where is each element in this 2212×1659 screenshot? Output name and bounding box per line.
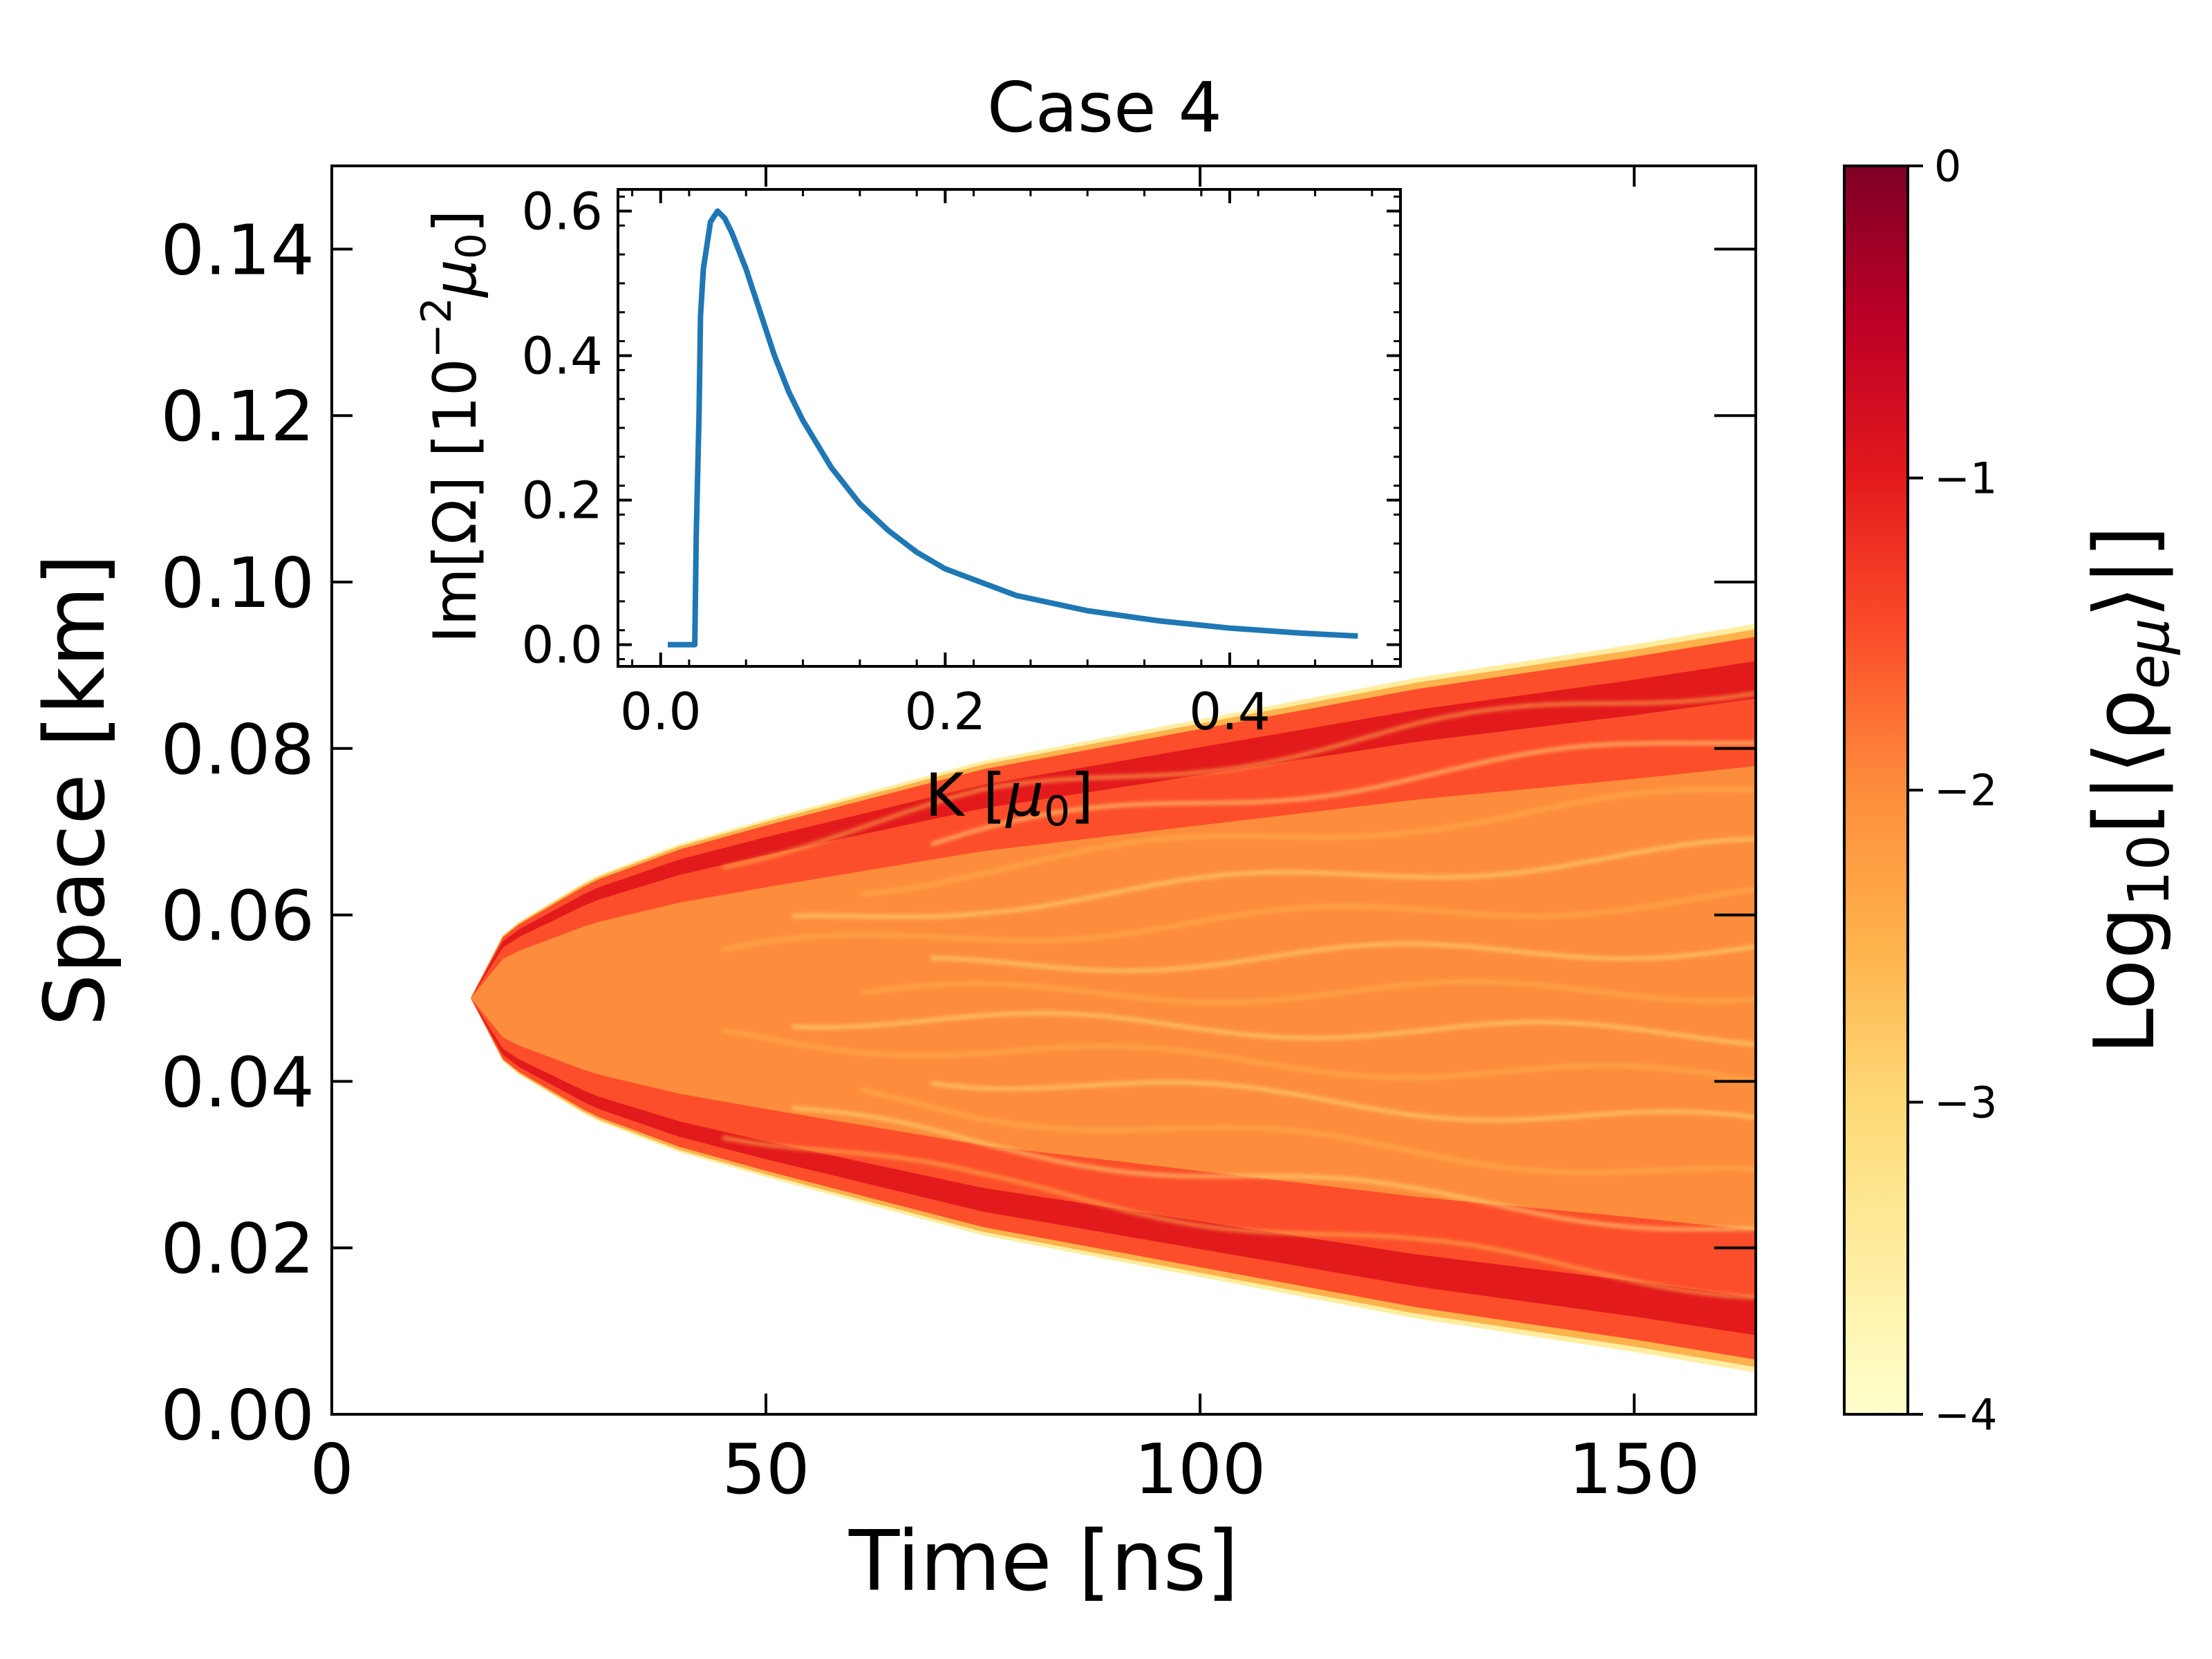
heatmap-streak <box>722 691 1756 870</box>
main-plot-frame <box>330 165 1757 1416</box>
heatmap-streak <box>722 887 1756 952</box>
heatmap-streak <box>722 1028 1756 1083</box>
colorbar-ticks: 0 −1 −2 −3 −4 <box>1908 141 1997 1440</box>
heatmap-core-band <box>471 766 1756 1230</box>
inset-axis-ticks: 0.0 0.2 0.4 0.0 0.2 0.4 0.6 <box>521 182 1400 742</box>
chart-title: Case 4 <box>987 67 1222 148</box>
inset-y-tick-label: 0.4 <box>521 326 603 386</box>
inset-x-tick-label: 0.2 <box>905 682 986 742</box>
colorbar: 0 −1 −2 −3 −4 Log10[|⟨ρeμ⟩|] <box>1843 141 2182 1440</box>
colorbar-label: Log10[|⟨ρeμ⟩|] <box>2077 525 2182 1055</box>
inset-y-tick-label: 0.2 <box>521 471 603 531</box>
colorbar-tick-label: 0 <box>1934 141 1961 191</box>
colorbar-tick-label: −3 <box>1934 1078 1997 1128</box>
inset-y-tick-label: 0.6 <box>521 182 603 241</box>
heatmap-streak <box>791 1011 1756 1047</box>
heatmap-streak <box>861 980 1756 1004</box>
inset-x-tick-label: 0.4 <box>1189 682 1271 742</box>
heatmap-region <box>471 624 1756 1373</box>
colorbar-tick-label: −1 <box>1934 453 1997 504</box>
inset-x-axis-label: K [μ0] <box>925 761 1094 836</box>
heatmap-streaks <box>722 691 1756 1300</box>
x-axis-label: Time [ns] <box>848 1514 1239 1610</box>
y-tick-label: 0.06 <box>160 876 315 957</box>
y-tick-label: 0.08 <box>160 709 315 790</box>
y-tick-label: 0.14 <box>160 209 315 290</box>
x-tick-label: 100 <box>1134 1429 1266 1510</box>
inset-plot: 0.0 0.2 0.4 0.0 0.2 0.4 0.6 K [μ0] Im[Ω] [10−2… <box>413 182 1402 836</box>
y-tick-label: 0.12 <box>160 376 315 457</box>
inset-y-axis-label: Im[Ω] [10−2μ0] <box>413 209 496 643</box>
main-plot: Case 4 0 50 100 150 0.00 0.02 0.04 0.06 0.08 0.10… <box>28 67 1757 1610</box>
x-tick-label: 150 <box>1568 1429 1700 1510</box>
x-tick-label: 0 <box>310 1429 354 1510</box>
main-axis-ticks: 0 50 100 150 0.00 0.02 0.04 0.06 0.08 0.10 0.12 0.1… <box>160 166 1756 1510</box>
heatmap-streak <box>861 787 1756 896</box>
y-tick-label: 0.02 <box>160 1208 315 1289</box>
y-axis-label: Space [km] <box>28 554 124 1027</box>
heatmap-streak <box>930 1080 1756 1122</box>
inset-y-tick-label: 0.0 <box>521 616 603 675</box>
y-tick-label: 0.10 <box>160 543 315 624</box>
inset-series-line <box>668 208 1358 648</box>
heatmap-streak <box>930 741 1756 847</box>
y-tick-label: 0.04 <box>160 1042 315 1123</box>
y-tick-label: 0.00 <box>160 1375 315 1456</box>
colorbar-tick-label: −2 <box>1934 765 1997 816</box>
heatmap-streak <box>791 837 1756 919</box>
heatmap-streak <box>791 1106 1756 1231</box>
colorbar-gradient <box>1844 166 1908 1414</box>
x-tick-label: 50 <box>722 1429 809 1510</box>
inset-x-tick-label: 0.0 <box>620 682 702 742</box>
heatmap-streak <box>930 941 1756 973</box>
heatmap-streak <box>722 1136 1756 1300</box>
heatmap-streak <box>861 1088 1756 1174</box>
colorbar-tick-label: −4 <box>1934 1389 1997 1440</box>
